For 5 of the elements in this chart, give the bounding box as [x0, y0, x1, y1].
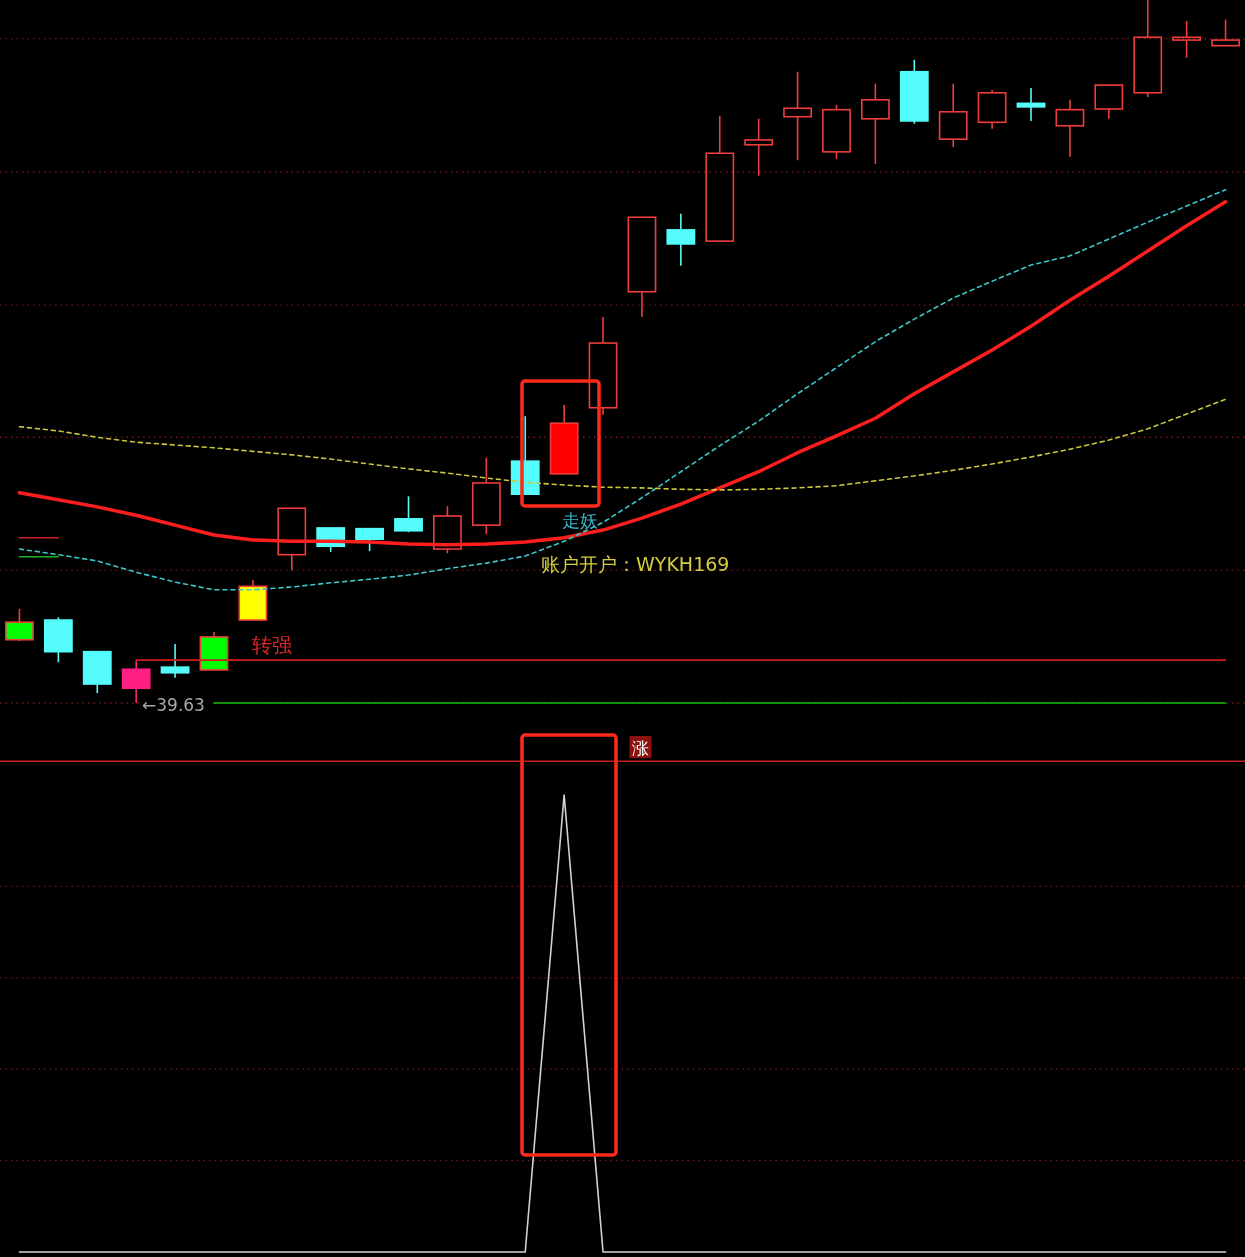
- text: 涨: [632, 738, 649, 758]
- annotation: 账户开户：WYKH169: [541, 553, 730, 575]
- annotation: 走妖: [562, 510, 598, 531]
- annotation: ←39.63: [142, 695, 205, 715]
- annotation: 转强: [252, 633, 292, 657]
